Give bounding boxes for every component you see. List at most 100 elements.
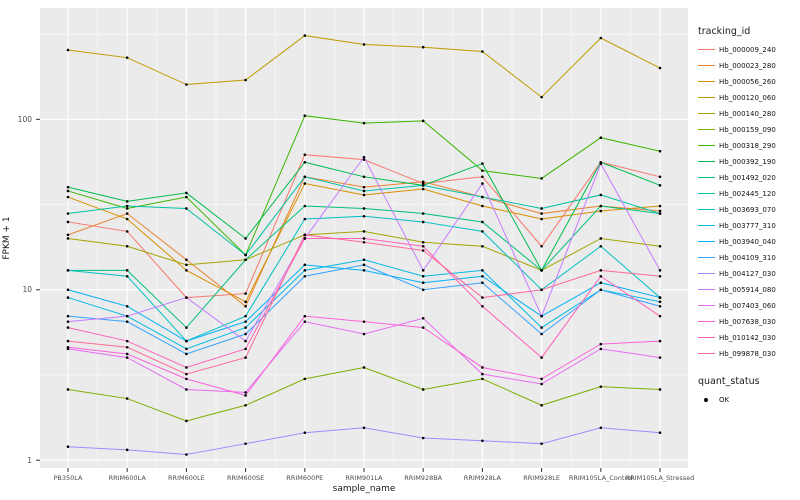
- line-key-icon: [698, 348, 715, 360]
- data-point: [244, 442, 247, 445]
- data-point: [599, 274, 603, 278]
- data-point: [599, 244, 603, 248]
- data-point: [185, 326, 188, 329]
- data-point: [66, 185, 70, 189]
- data-point: [658, 149, 662, 153]
- data-point: [185, 419, 188, 423]
- legend-item-Hb_002445_120: Hb_002445_120: [698, 186, 776, 202]
- data-point: [481, 366, 484, 369]
- data-point: [421, 240, 425, 244]
- data-point: [66, 339, 70, 343]
- data-point: [599, 204, 603, 208]
- data-point: [185, 388, 188, 391]
- data-point: [540, 212, 543, 215]
- data-point: [362, 230, 366, 233]
- data-point: [421, 249, 425, 252]
- legend-label: Hb_001492_020: [719, 174, 776, 182]
- line-key-icon: [698, 300, 715, 312]
- x-tick-label-RRIM600LA: RRIM600LA: [108, 474, 146, 482]
- data-point: [540, 326, 543, 329]
- data-point: [540, 269, 543, 272]
- legend-label: Hb_003777_310: [719, 222, 776, 230]
- data-point: [303, 182, 307, 185]
- line-key-icon: [698, 316, 715, 328]
- legend-item-Hb_010142_030: Hb_010142_030: [698, 330, 776, 346]
- data-point: [599, 288, 603, 292]
- data-point: [540, 314, 543, 318]
- data-point: [362, 193, 366, 197]
- data-point: [362, 207, 366, 210]
- data-point: [599, 237, 603, 240]
- data-point: [66, 288, 70, 292]
- data-point: [66, 189, 70, 193]
- legend-item-Hb_007638_030: Hb_007638_030: [698, 314, 776, 330]
- data-point: [362, 366, 366, 369]
- data-point: [421, 317, 425, 320]
- data-point: [362, 185, 366, 189]
- data-point: [362, 121, 366, 125]
- data-point: [66, 320, 70, 323]
- data-point: [125, 345, 129, 349]
- data-point: [244, 356, 247, 359]
- data-point: [66, 445, 70, 449]
- data-point: [125, 352, 129, 356]
- line-key-icon: [698, 268, 715, 280]
- data-point: [125, 397, 129, 400]
- data-point: [185, 372, 188, 376]
- legend-label: Hb_000159_090: [719, 126, 776, 134]
- data-point: [125, 212, 129, 215]
- data-point: [125, 304, 129, 308]
- data-point: [362, 269, 366, 272]
- data-point: [303, 34, 307, 37]
- data-point: [185, 453, 188, 456]
- data-point: [540, 207, 543, 210]
- legend-title-tracking-id: tracking_id: [698, 26, 751, 37]
- data-point: [362, 240, 366, 244]
- line-key-icon: [698, 124, 715, 136]
- data-point: [66, 345, 70, 349]
- data-point: [362, 189, 366, 193]
- legend-label: Hb_010142_030: [719, 334, 776, 342]
- legend-item-Hb_000140_280: Hb_000140_280: [698, 106, 776, 122]
- legend-item-Hb_003940_040: Hb_003940_040: [698, 234, 776, 250]
- data-point: [421, 269, 425, 272]
- data-point: [481, 175, 484, 179]
- data-point: [66, 314, 70, 318]
- data-point: [481, 50, 484, 53]
- data-point: [658, 184, 662, 187]
- data-point: [185, 296, 188, 299]
- data-point: [244, 253, 247, 257]
- data-point: [421, 212, 425, 215]
- data-point: [185, 347, 188, 351]
- data-point: [244, 78, 247, 82]
- data-point: [540, 332, 543, 336]
- data-point: [540, 177, 543, 180]
- legend-item-Hb_000159_090: Hb_000159_090: [698, 122, 776, 138]
- legend-label: Hb_007638_030: [719, 318, 776, 326]
- data-point: [658, 304, 662, 308]
- data-point: [599, 347, 603, 351]
- data-point: [244, 394, 247, 397]
- data-point: [540, 95, 543, 99]
- data-point: [185, 83, 188, 86]
- x-tick-label-RRIM600PE: RRIM600PE: [286, 474, 324, 482]
- data-point: [658, 204, 662, 208]
- line-key-icon: [698, 188, 715, 200]
- legend-label: Hb_003693_070: [719, 206, 776, 214]
- x-tick-label-RRIM600LE: RRIM600LE: [168, 474, 205, 482]
- legend-label: Hb_000056_260: [719, 78, 776, 86]
- data-point: [658, 431, 662, 434]
- data-point: [303, 263, 307, 267]
- x-tick-label-RRIM928LE: RRIM928LE: [523, 474, 560, 482]
- data-point: [421, 244, 425, 248]
- legend-item-Hb_007403_060: Hb_007403_060: [698, 298, 776, 314]
- data-point: [125, 56, 129, 59]
- legend-label: Hb_000392_190: [719, 158, 776, 166]
- data-point: [540, 288, 543, 292]
- y-tick-label-10: 10: [22, 285, 32, 295]
- legend-label-ok: OK: [719, 396, 730, 404]
- data-point: [66, 388, 70, 391]
- data-point: [658, 296, 662, 299]
- data-point: [599, 269, 603, 272]
- data-point: [303, 233, 307, 237]
